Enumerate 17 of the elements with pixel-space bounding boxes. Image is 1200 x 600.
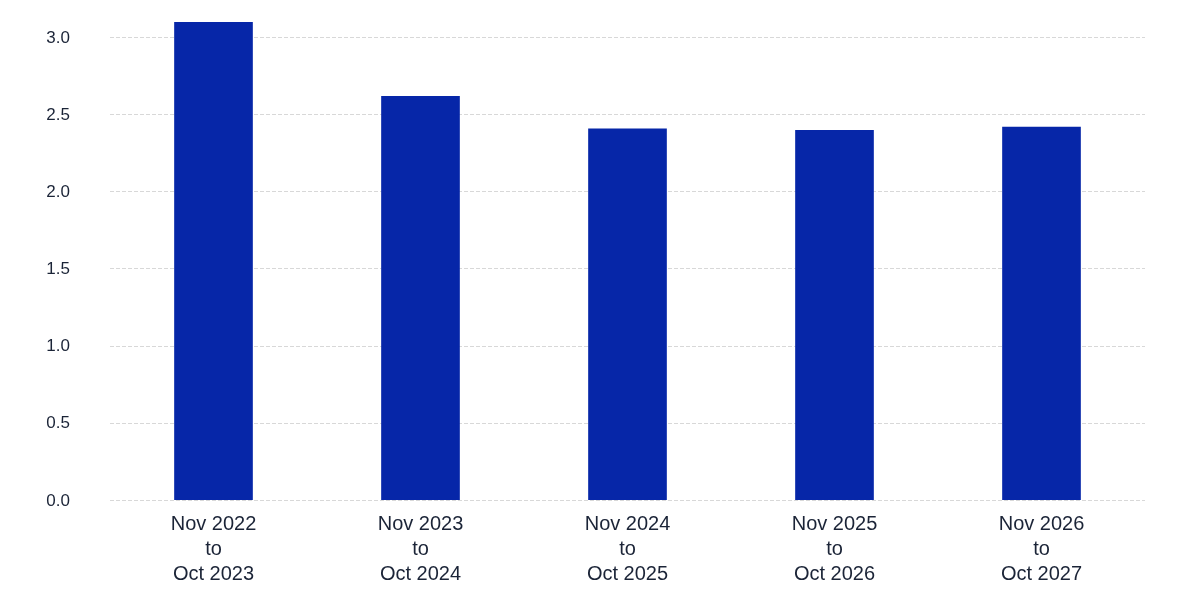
y-tick-label: 0.0: [46, 490, 70, 510]
y-tick-label: 0.5: [46, 413, 70, 433]
y-tick-label: 2.0: [46, 182, 70, 202]
y-tick-label: 1.5: [46, 259, 70, 279]
x-tick-label: Nov 2024 to Oct 2025: [584, 511, 671, 584]
x-tick-label: Nov 2022 to Oct 2023: [170, 511, 257, 584]
bar: [588, 128, 667, 500]
y-tick-label: 2.5: [46, 105, 70, 125]
x-tick-label: Nov 2023 to Oct 2024: [377, 511, 464, 584]
x-tick-label: Nov 2026 to Oct 2027: [998, 511, 1085, 584]
bar: [381, 96, 460, 500]
bar: [795, 129, 874, 500]
x-tick-label: Nov 2025 to Oct 2026: [791, 511, 878, 584]
bar: [174, 22, 253, 500]
y-tick-label: 1.0: [46, 336, 70, 356]
y-tick-label: 3.0: [46, 27, 70, 47]
bar: [1002, 126, 1081, 500]
